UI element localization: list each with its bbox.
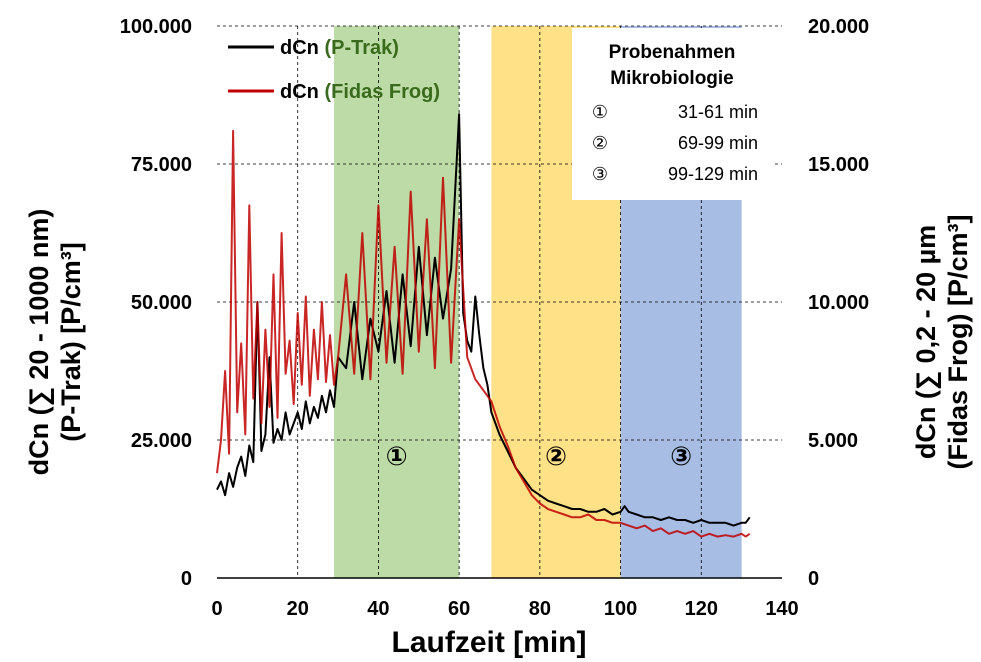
annotation-item-2-text: 69-99 min xyxy=(678,133,758,153)
x-tick-label: 40 xyxy=(367,598,389,620)
y-axis-left-label: dCn (∑ 20 - 1000 nm) (P-Trak) [P/cm³] xyxy=(24,209,86,476)
x-tick-label: 120 xyxy=(685,598,718,620)
x-tick-label: 0 xyxy=(211,598,222,620)
series-line-fidas xyxy=(216,129,751,538)
x-tick-label: 100 xyxy=(604,598,637,620)
annotation-item-1-mark: ① xyxy=(592,102,608,122)
y-left-tick-label: 100.000 xyxy=(120,16,192,38)
x-tick-label: 20 xyxy=(287,598,309,620)
x-tick-label: 60 xyxy=(448,598,470,620)
y-left-tick-label: 75.000 xyxy=(131,154,192,176)
sampling-annotation-box xyxy=(572,28,772,200)
y-axis-right-label: dCn (∑ 0,2 - 20 µm (Fidas Frog) [P/cm³] xyxy=(911,215,973,470)
region-label-2: ② xyxy=(545,441,567,471)
y-right-tick-label: 20.000 xyxy=(808,16,869,38)
y-left-tick-label: 25.000 xyxy=(131,430,192,452)
y-right-tick-label: 0 xyxy=(808,568,819,590)
annotation-item-1-text: 31-61 min xyxy=(678,102,758,122)
legend-fidas-name: dCn xyxy=(280,81,319,103)
y-right-tick-labels: 0 5.000 10.000 15.000 20.000 xyxy=(808,16,869,590)
x-tick-label: 80 xyxy=(529,598,551,620)
annotation-title-line-1: Probenahmen xyxy=(609,42,736,63)
x-tick-label: 140 xyxy=(765,598,798,620)
x-axis-label: Laufzeit [min] xyxy=(392,626,587,659)
y-right-tick-label: 5.000 xyxy=(808,430,858,452)
annotation-item-2-mark: ② xyxy=(592,133,608,153)
region-labels: ① ② ③ xyxy=(386,441,693,471)
legend-fidas-suffix: (Fidas Frog) xyxy=(324,81,440,103)
x-tick-labels: 0 20 40 60 80 100 120 140 xyxy=(211,598,798,620)
annotation-item-3-text: 99-129 min xyxy=(668,164,758,184)
legend-ptrak-suffix: (P-Trak) xyxy=(324,37,398,59)
y-left-label-line-2: (P-Trak) [P/cm³] xyxy=(56,242,86,442)
y-left-tick-label: 0 xyxy=(181,568,192,590)
series-lines xyxy=(216,113,751,538)
legend-label-ptrak: dCn (P-Trak) xyxy=(280,37,399,59)
legend-ptrak-name: dCn xyxy=(280,37,319,59)
series-line-ptrak xyxy=(216,113,751,527)
y-left-label-line-1: dCn (∑ 20 - 1000 nm) xyxy=(24,209,54,476)
region-label-1: ① xyxy=(386,441,408,471)
y-left-tick-label: 50.000 xyxy=(131,292,192,314)
y-left-tick-labels: 0 25.000 50.000 75.000 100.000 xyxy=(120,16,192,590)
y-right-tick-label: 15.000 xyxy=(808,154,869,176)
annotation-item-3-mark: ③ xyxy=(592,164,608,184)
annotation-title-line-2: Mikrobiologie xyxy=(610,68,734,89)
legend: dCn (P-Trak) dCn (Fidas Frog) xyxy=(228,37,440,103)
y-right-tick-label: 10.000 xyxy=(808,292,869,314)
sampling-annotation: Probenahmen Mikrobiologie ① 31-61 min ② … xyxy=(572,28,772,200)
y-right-label-line-2: (Fidas Frog) [P/cm³] xyxy=(943,215,973,470)
legend-label-fidas: dCn (Fidas Frog) xyxy=(280,81,440,103)
region-label-3: ③ xyxy=(670,441,692,471)
y-right-label-line-1: dCn (∑ 0,2 - 20 µm xyxy=(911,225,941,459)
